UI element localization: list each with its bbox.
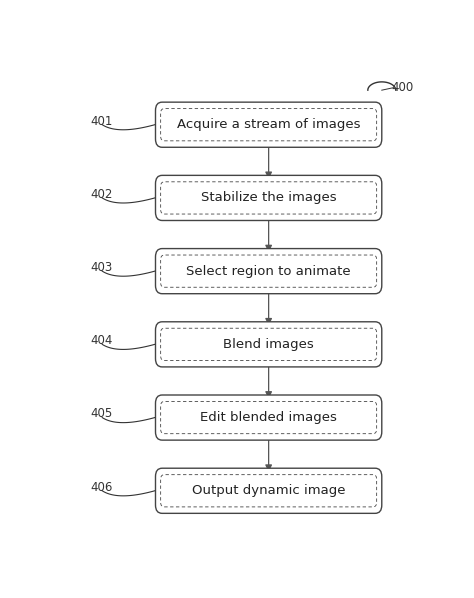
Text: 406: 406 [91, 481, 113, 493]
Text: Stabilize the images: Stabilize the images [201, 191, 337, 205]
FancyBboxPatch shape [155, 468, 382, 513]
Text: 405: 405 [91, 407, 113, 420]
Text: Edit blended images: Edit blended images [200, 411, 337, 424]
Text: Select region to animate: Select region to animate [186, 265, 351, 277]
Text: Blend images: Blend images [223, 338, 314, 351]
Text: 402: 402 [91, 188, 113, 201]
FancyBboxPatch shape [155, 322, 382, 367]
FancyBboxPatch shape [155, 175, 382, 221]
FancyBboxPatch shape [155, 395, 382, 440]
FancyBboxPatch shape [155, 249, 382, 294]
Text: Acquire a stream of images: Acquire a stream of images [177, 118, 360, 131]
Text: 401: 401 [91, 115, 113, 127]
Text: 404: 404 [91, 334, 113, 347]
Text: 403: 403 [91, 261, 113, 274]
Text: Output dynamic image: Output dynamic image [192, 484, 346, 498]
Text: 400: 400 [392, 81, 414, 94]
FancyBboxPatch shape [155, 102, 382, 147]
